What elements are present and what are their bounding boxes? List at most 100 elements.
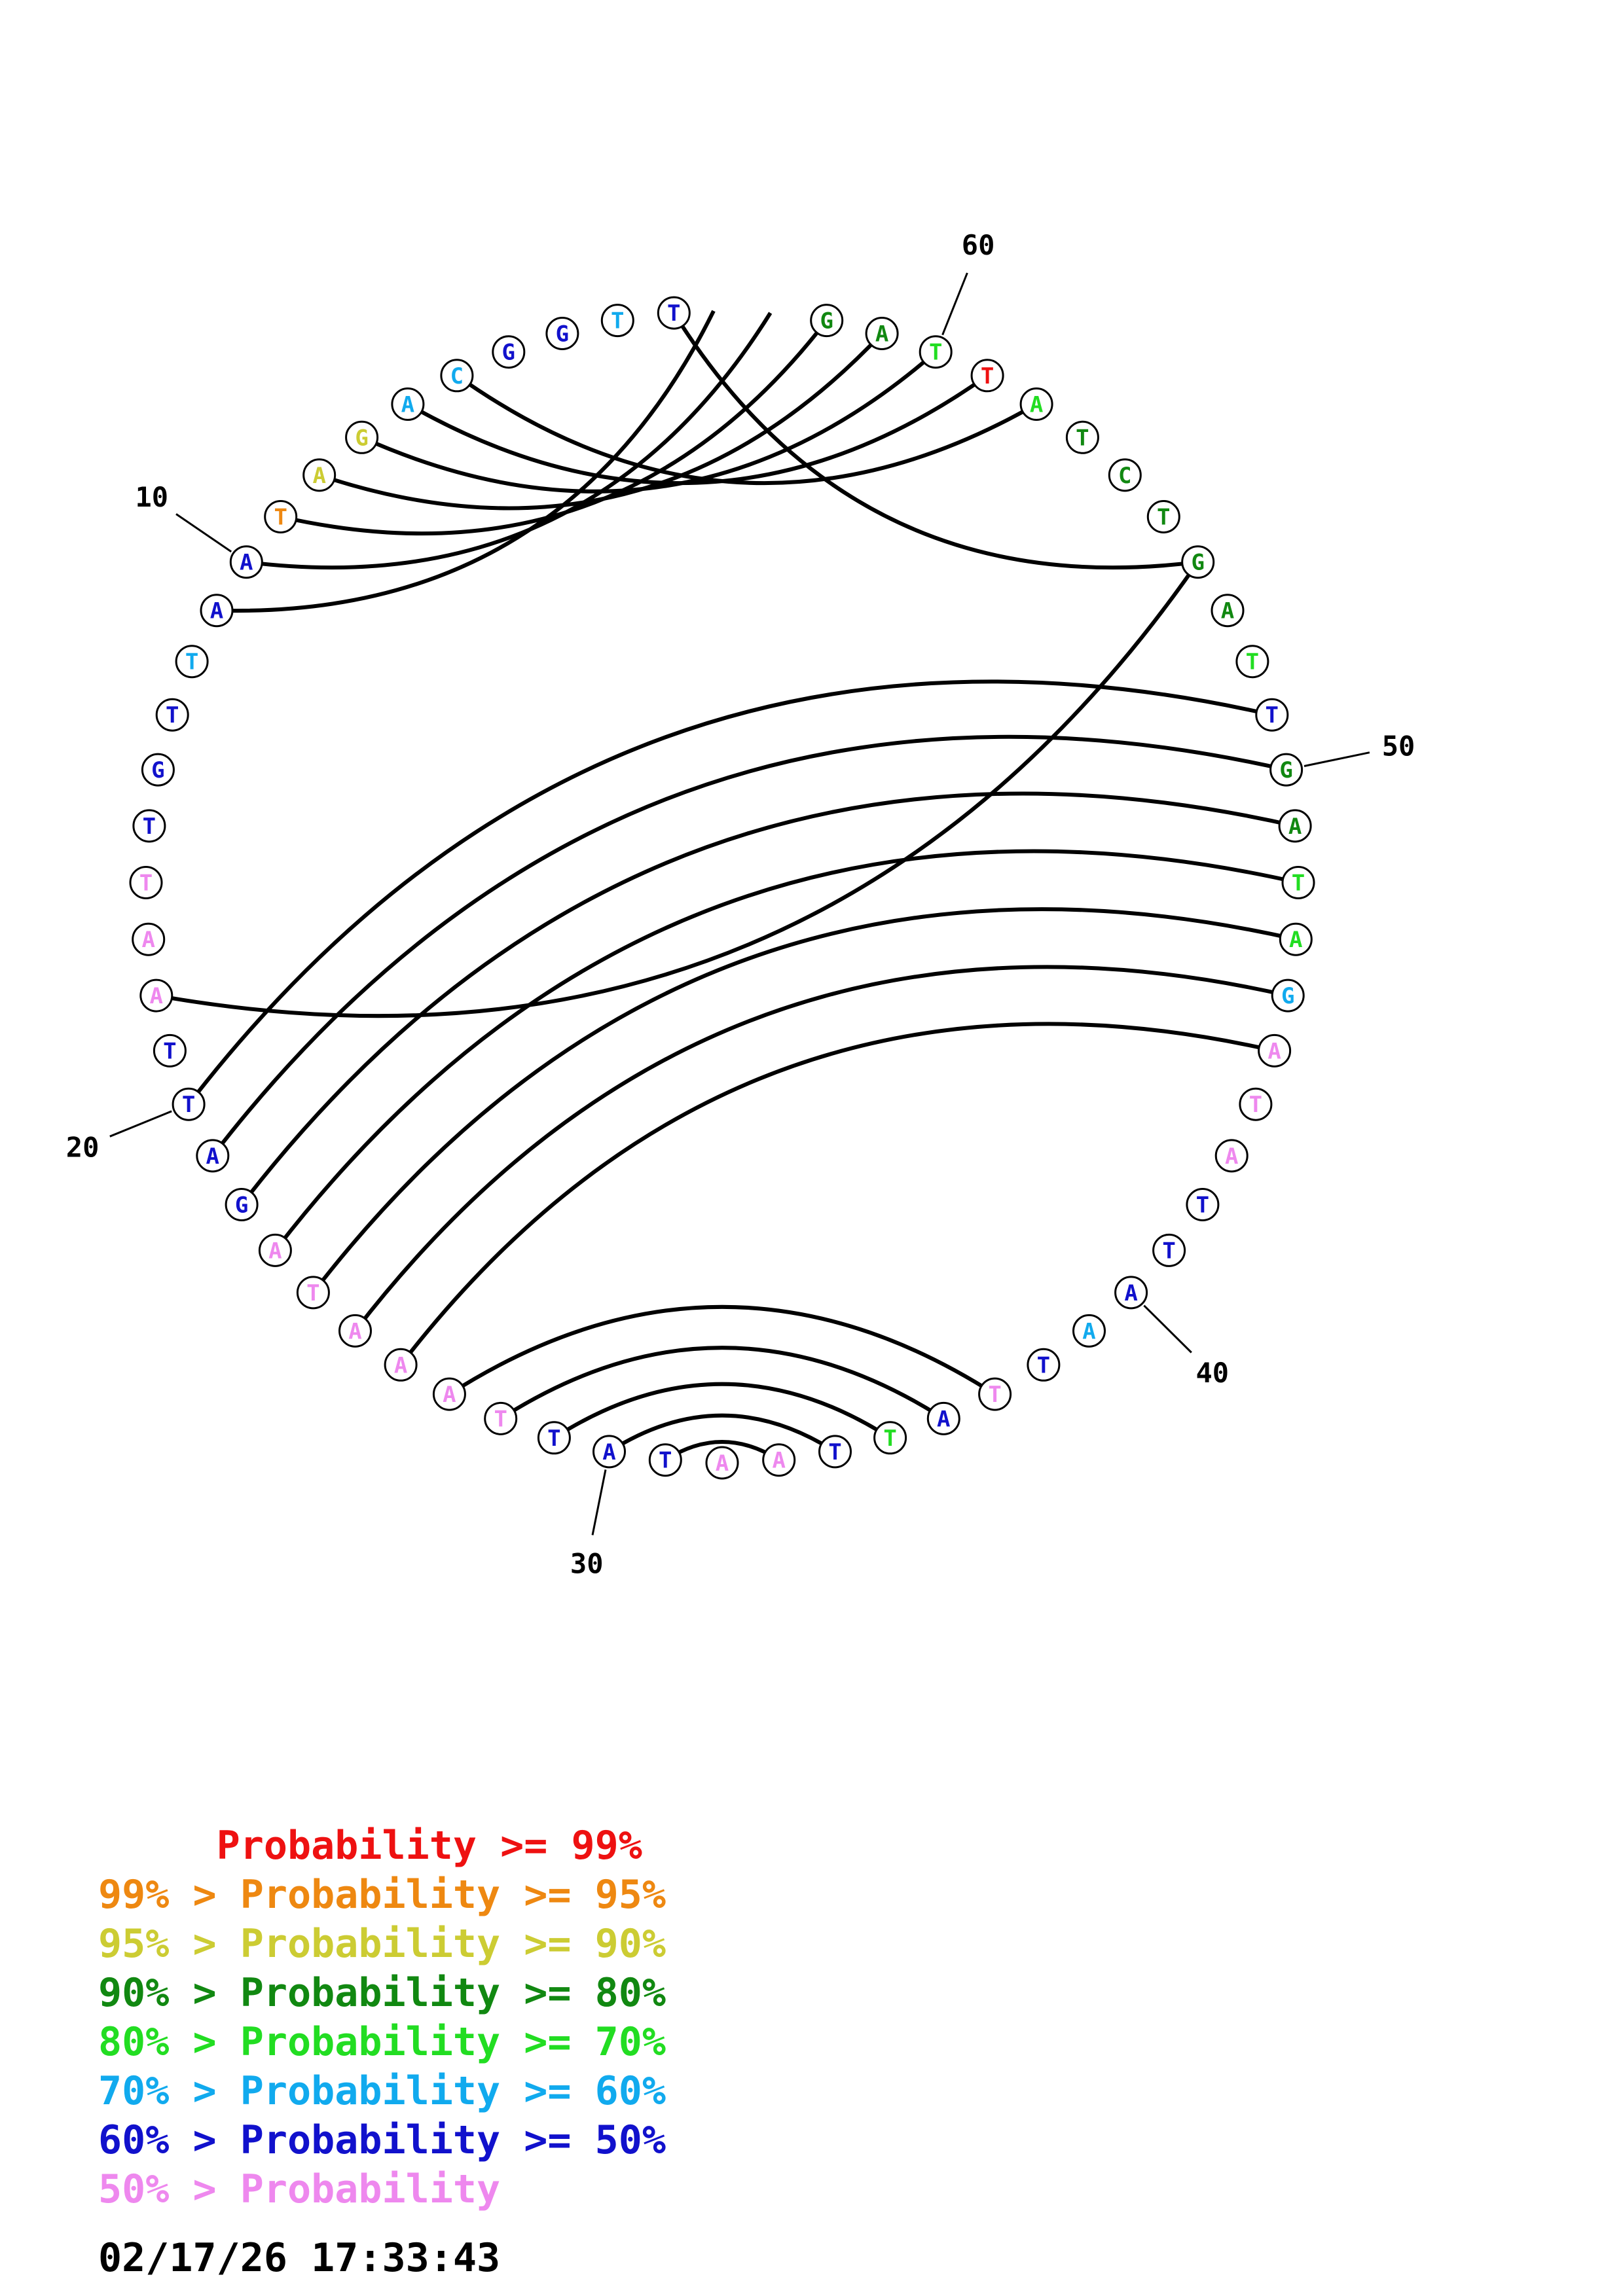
nucleotide-letter: C [450, 363, 464, 389]
nucleotide-letter: T [306, 1280, 319, 1306]
tick-label-10: 10 [136, 481, 169, 513]
nucleotide-letter: A [1030, 392, 1043, 418]
nucleotide-letter: A [875, 321, 888, 348]
pair-arc-28-36 [500, 1346, 945, 1420]
nucleotide-letter: G [556, 321, 569, 348]
nucleotide-letter: T [182, 1092, 195, 1118]
nucleotide-22: G [225, 1188, 259, 1221]
nucleotide-letter: T [611, 308, 624, 334]
nucleotide-letter: T [828, 1439, 841, 1465]
nucleotide-3: G [545, 317, 579, 350]
pair-arc-21-50 [211, 734, 1287, 1157]
nucleotide-43: A [1214, 1139, 1249, 1173]
nucleotide-letter: A [210, 598, 223, 624]
nucleotide-45: A [1258, 1033, 1292, 1067]
nucleotide-30: A [593, 1435, 626, 1469]
nucleotide-letter: T [547, 1426, 560, 1452]
nucleotide-25: A [338, 1314, 372, 1348]
nucleotide-letter: T [1162, 1238, 1175, 1264]
nucleotide-57: T [1065, 420, 1099, 454]
legend-entry-50: 60% > Probability >= 50% [98, 2117, 666, 2163]
nucleotide-letter: A [716, 1450, 729, 1477]
nucleotide-12: T [175, 645, 209, 679]
nucleotide-letter: A [268, 1238, 282, 1264]
nucleotide-52: T [1235, 645, 1269, 679]
tick-line-10 [175, 513, 232, 553]
nucleotide-letter: A [1267, 1038, 1281, 1064]
legend-entry-60: 70% > Probability >= 60% [98, 2068, 666, 2114]
nucleotide-24: T [296, 1276, 330, 1310]
nucleotide-letter: T [185, 649, 198, 675]
nucleotide-10: A [229, 545, 263, 579]
nucleotide-letter: A [1221, 598, 1234, 624]
nucleotide-letter: A [1225, 1143, 1238, 1170]
nucleotide-18: A [139, 978, 173, 1013]
legend-entry-95: 99% > Probability >= 95% [98, 1872, 666, 1918]
nucleotide-letter: T [494, 1406, 507, 1432]
nucleotide-letter: T [659, 1448, 672, 1474]
nucleotide-letter: G [235, 1193, 248, 1219]
nucleotide-letter: A [1082, 1318, 1095, 1344]
tick-line-60 [941, 272, 968, 336]
nucleotide-9: T [264, 500, 298, 533]
nucleotide-letter: G [151, 757, 164, 783]
pair-arc-8-61 [318, 332, 884, 511]
legend-entry-80: 90% > Probability >= 80% [98, 1970, 666, 2016]
nucleotide-letter: T [143, 814, 156, 840]
pair-arc-18-54 [156, 560, 1200, 1018]
pair-arc-9-62 [280, 319, 829, 536]
pair-arc-24-47 [312, 907, 1296, 1294]
pair-arc-20-51 [187, 679, 1273, 1106]
tick-line-20 [109, 1110, 172, 1138]
nucleotide-11: A [200, 594, 234, 628]
nucleotide-letter: T [1196, 1193, 1209, 1219]
nucleotide-2: T [600, 304, 634, 338]
nucleotide-letter: G [820, 308, 833, 334]
nucleotide-23: A [258, 1233, 292, 1267]
nucleotide-letter: T [988, 1382, 1001, 1408]
tick-label-30: 30 [570, 1548, 604, 1580]
legend-entry-99: Probability >= 99% [98, 1823, 642, 1869]
nucleotide-55: T [1146, 500, 1180, 533]
nucleotide-51: T [1255, 698, 1289, 732]
nucleotide-letter: A [1288, 814, 1302, 840]
nucleotide-15: T [132, 809, 166, 843]
nucleotide-letter: A [206, 1143, 219, 1170]
nucleotide-44: T [1239, 1087, 1273, 1121]
pair-arc-23-48 [274, 849, 1299, 1252]
nucleotide-letter: T [1157, 505, 1170, 531]
nucleotide-letter: A [394, 1352, 407, 1378]
nucleotide-27: A [432, 1377, 466, 1411]
nucleotide-letter: T [929, 340, 942, 366]
pair-arc-29-35 [553, 1382, 892, 1440]
nucleotide-32: A [705, 1446, 739, 1480]
pair-arc-27-37 [448, 1304, 996, 1396]
nucleotide-60: T [919, 335, 953, 369]
nucleotide-letter: G [1281, 983, 1294, 1009]
pair-arc-26-45 [399, 1022, 1275, 1367]
nucleotide-33: A [762, 1443, 796, 1477]
pair-arc-6-59 [407, 374, 989, 486]
legend-entry-below-50: 50% > Probability [98, 2166, 501, 2212]
nucleotide-39: A [1072, 1314, 1106, 1348]
nucleotide-letter: A [602, 1439, 615, 1465]
pair-arc-25-46 [354, 965, 1288, 1333]
nucleotide-29: T [537, 1421, 571, 1455]
nucleotide-letter: A [443, 1382, 456, 1408]
nucleotide-16: T [129, 866, 163, 899]
nucleotide-50: G [1269, 753, 1304, 787]
nucleotide-letter: A [150, 983, 163, 1009]
nucleotide-56: C [1108, 458, 1142, 492]
nucleotide-letter: G [1279, 757, 1292, 783]
nucleotide-48: T [1281, 866, 1315, 899]
nucleotide-35: T [873, 1421, 907, 1455]
nucleotide-37: T [978, 1377, 1012, 1411]
tick-line-50 [1304, 751, 1370, 767]
nucleotide-letter: T [883, 1426, 896, 1452]
nucleotide-letter: A [141, 927, 155, 953]
nucleotide-61: A [865, 317, 899, 350]
nucleotide-letter: A [348, 1318, 361, 1344]
legend-entry-90: 95% > Probability >= 90% [98, 1921, 666, 1967]
nucleotide-49: A [1278, 809, 1312, 843]
